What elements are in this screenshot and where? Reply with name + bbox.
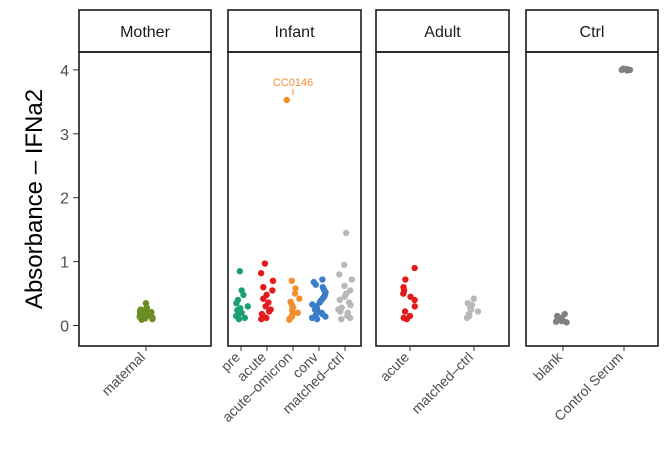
data-point xyxy=(463,314,471,322)
x-tick-label: maternal xyxy=(98,349,148,399)
data-point xyxy=(341,282,348,290)
data-point xyxy=(400,290,407,297)
y-tick-label: 4 xyxy=(60,63,69,80)
data-point xyxy=(308,314,316,322)
data-point xyxy=(552,318,560,325)
data-point xyxy=(241,314,249,322)
data-point xyxy=(149,315,156,323)
annotation-label: CC0146 xyxy=(273,77,313,89)
data-point xyxy=(288,307,296,314)
data-point xyxy=(411,296,418,304)
data-point xyxy=(257,269,265,277)
data-point xyxy=(618,66,625,74)
data-point xyxy=(470,295,478,302)
facet-title: Adult xyxy=(424,24,461,41)
facet-strip xyxy=(78,9,212,53)
data-point xyxy=(283,96,290,104)
data-point xyxy=(291,290,299,297)
facet-strip xyxy=(375,9,510,53)
data-point xyxy=(403,315,411,323)
data-point xyxy=(336,308,344,315)
x-tick-label: blank xyxy=(530,348,566,384)
data-point xyxy=(336,296,343,304)
facet-title: Ctrl xyxy=(580,24,605,41)
data-point xyxy=(336,271,343,278)
y-tick-label: 2 xyxy=(60,191,69,208)
data-point xyxy=(236,268,244,275)
facet-strip xyxy=(227,9,362,53)
data-point xyxy=(313,315,321,323)
data-point xyxy=(343,229,350,237)
facet-strip xyxy=(525,9,659,53)
data-point xyxy=(319,276,326,283)
panel-frame xyxy=(227,51,362,347)
data-point xyxy=(401,308,409,315)
data-point xyxy=(346,314,354,322)
data-point xyxy=(269,287,276,294)
data-point xyxy=(563,319,570,326)
data-point xyxy=(269,277,277,285)
facet-title: Mother xyxy=(120,24,170,41)
facet-title: Infant xyxy=(274,24,315,41)
data-point xyxy=(262,303,269,310)
data-point xyxy=(347,301,354,309)
y-tick-label: 0 xyxy=(60,319,69,336)
x-tick-label: acute xyxy=(377,349,413,385)
y-tick-label: 1 xyxy=(60,255,69,272)
data-point xyxy=(348,276,356,283)
y-tick-label: 3 xyxy=(60,127,69,144)
data-point xyxy=(296,295,303,302)
data-point xyxy=(322,313,329,320)
data-point xyxy=(294,309,301,316)
data-point xyxy=(340,261,348,269)
data-point xyxy=(341,293,348,300)
panel-frame xyxy=(525,51,659,347)
data-point xyxy=(292,285,299,292)
data-point xyxy=(474,308,482,315)
data-point xyxy=(261,260,269,267)
data-point xyxy=(288,277,295,285)
data-point xyxy=(244,303,251,310)
data-point xyxy=(233,299,240,307)
data-point xyxy=(260,295,267,302)
data-point xyxy=(235,315,243,323)
data-point xyxy=(263,314,270,322)
data-point xyxy=(411,303,419,310)
data-point xyxy=(312,281,319,288)
x-tick-label: matched–ctrl xyxy=(408,349,476,417)
data-point xyxy=(402,276,409,283)
data-point xyxy=(623,67,631,74)
data-point xyxy=(240,291,247,299)
data-point xyxy=(338,315,345,323)
panel-frame xyxy=(78,51,212,347)
data-point xyxy=(260,284,267,291)
data-point xyxy=(265,308,273,315)
panel-frame xyxy=(375,51,510,347)
data-point xyxy=(258,315,265,323)
y-axis-label: Absorbance – IFNa2 xyxy=(21,89,48,309)
data-point xyxy=(411,264,418,272)
data-point xyxy=(286,316,293,323)
data-point xyxy=(138,316,145,323)
